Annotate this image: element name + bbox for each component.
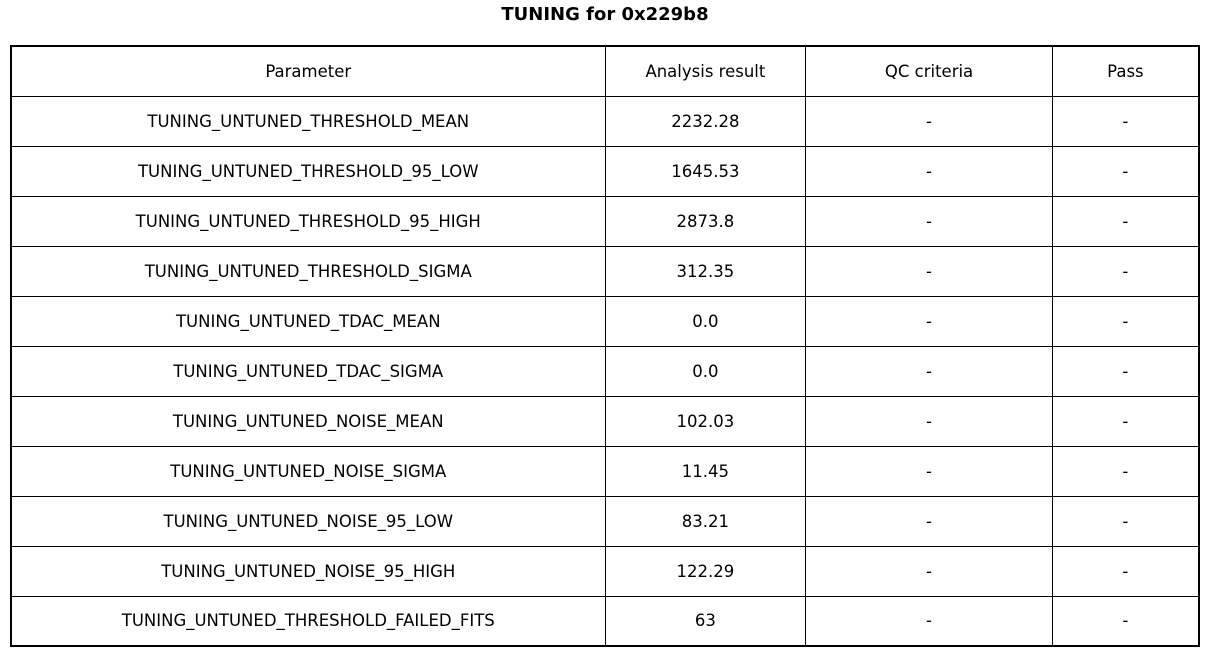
cell-pass: - bbox=[1051, 545, 1200, 597]
cell-analysis-result: 312.35 bbox=[604, 245, 807, 297]
table-row: TUNING_UNTUNED_NOISE_SIGMA 11.45- - bbox=[10, 445, 1200, 497]
cell-parameter: TUNING_UNTUNED_TDAC_MEAN bbox=[10, 295, 606, 347]
cell-parameter: TUNING_UNTUNED_TDAC_SIGMA bbox=[10, 345, 606, 397]
cell-pass: - bbox=[1051, 495, 1200, 547]
table-row: TUNING_UNTUNED_THRESHOLD_95_HIGH 2873.8- - bbox=[10, 195, 1200, 247]
cell-analysis-result: 2232.28 bbox=[604, 95, 807, 147]
cell-analysis-result: 2873.8 bbox=[604, 195, 807, 247]
cell-parameter: TUNING_UNTUNED_THRESHOLD_95_LOW bbox=[10, 145, 606, 197]
table-row: TUNING_UNTUNED_THRESHOLD_95_LOW 1645.53- - bbox=[10, 145, 1200, 197]
cell-qc-criteria: - bbox=[805, 545, 1053, 597]
cell-qc-criteria: - bbox=[805, 495, 1053, 547]
header-row: Parameter Analysis result QC criteria Pa… bbox=[10, 45, 1200, 97]
cell-parameter: TUNING_UNTUNED_NOISE_SIGMA bbox=[10, 445, 606, 497]
table-row: TUNING_UNTUNED_THRESHOLD_SIGMA 312.35- - bbox=[10, 245, 1200, 297]
cell-parameter: TUNING_UNTUNED_NOISE_95_HIGH bbox=[10, 545, 606, 597]
table-row: TUNING_UNTUNED_NOISE_95_HIGH 122.29- - bbox=[10, 545, 1200, 597]
cell-pass: - bbox=[1051, 595, 1200, 647]
col-header-parameter: Parameter bbox=[10, 45, 606, 97]
cell-analysis-result: 63 bbox=[604, 595, 807, 647]
table-row: TUNING_UNTUNED_NOISE_MEAN 102.03- - bbox=[10, 395, 1200, 447]
cell-pass: - bbox=[1051, 145, 1200, 197]
cell-pass: - bbox=[1051, 245, 1200, 297]
cell-analysis-result: 0.0 bbox=[604, 345, 807, 397]
table-row: TUNING_UNTUNED_NOISE_95_LOW 83.21- - bbox=[10, 495, 1200, 547]
table-row: TUNING_UNTUNED_TDAC_SIGMA 0.0- - bbox=[10, 345, 1200, 397]
cell-analysis-result: 102.03 bbox=[604, 395, 807, 447]
cell-parameter: TUNING_UNTUNED_THRESHOLD_SIGMA bbox=[10, 245, 606, 297]
cell-parameter: TUNING_UNTUNED_THRESHOLD_MEAN bbox=[10, 95, 606, 147]
table-row: TUNING_UNTUNED_THRESHOLD_MEAN 2232.28- - bbox=[10, 95, 1200, 147]
cell-qc-criteria: - bbox=[805, 595, 1053, 647]
cell-parameter: TUNING_UNTUNED_THRESHOLD_95_HIGH bbox=[10, 195, 606, 247]
col-header-pass: Pass bbox=[1051, 45, 1200, 97]
cell-qc-criteria: - bbox=[805, 395, 1053, 447]
col-header-qc-criteria: QC criteria bbox=[805, 45, 1053, 97]
table-row: TUNING_UNTUNED_THRESHOLD_FAILED_FITS 63- - bbox=[10, 595, 1200, 647]
cell-parameter: TUNING_UNTUNED_THRESHOLD_FAILED_FITS bbox=[10, 595, 606, 647]
cell-analysis-result: 11.45 bbox=[604, 445, 807, 497]
cell-qc-criteria: - bbox=[805, 95, 1053, 147]
cell-parameter: TUNING_UNTUNED_NOISE_95_LOW bbox=[10, 495, 606, 547]
cell-pass: - bbox=[1051, 95, 1200, 147]
cell-analysis-result: 122.29 bbox=[604, 545, 807, 597]
cell-qc-criteria: - bbox=[805, 245, 1053, 297]
cell-pass: - bbox=[1051, 445, 1200, 497]
col-header-analysis-result: Analysis result bbox=[604, 45, 807, 97]
cell-parameter: TUNING_UNTUNED_NOISE_MEAN bbox=[10, 395, 606, 447]
cell-qc-criteria: - bbox=[805, 145, 1053, 197]
cell-qc-criteria: - bbox=[805, 445, 1053, 497]
cell-analysis-result: 83.21 bbox=[604, 495, 807, 547]
figure-title: TUNING for 0x229b8 bbox=[501, 4, 709, 25]
cell-pass: - bbox=[1051, 295, 1200, 347]
table-body: TUNING_UNTUNED_THRESHOLD_MEAN 2232.28- - TU… bbox=[10, 95, 1200, 647]
table-row: TUNING_UNTUNED_TDAC_MEAN 0.0- - bbox=[10, 295, 1200, 347]
qc-results-table: Parameter Analysis result QC criteria Pa… bbox=[10, 45, 1200, 647]
cell-analysis-result: 1645.53 bbox=[604, 145, 807, 197]
cell-qc-criteria: - bbox=[805, 345, 1053, 397]
table-header: Parameter Analysis result QC criteria Pa… bbox=[10, 45, 1200, 97]
cell-pass: - bbox=[1051, 395, 1200, 447]
cell-pass: - bbox=[1051, 195, 1200, 247]
cell-qc-criteria: - bbox=[805, 295, 1053, 347]
cell-qc-criteria: - bbox=[805, 195, 1053, 247]
cell-analysis-result: 0.0 bbox=[604, 295, 807, 347]
cell-pass: - bbox=[1051, 345, 1200, 397]
